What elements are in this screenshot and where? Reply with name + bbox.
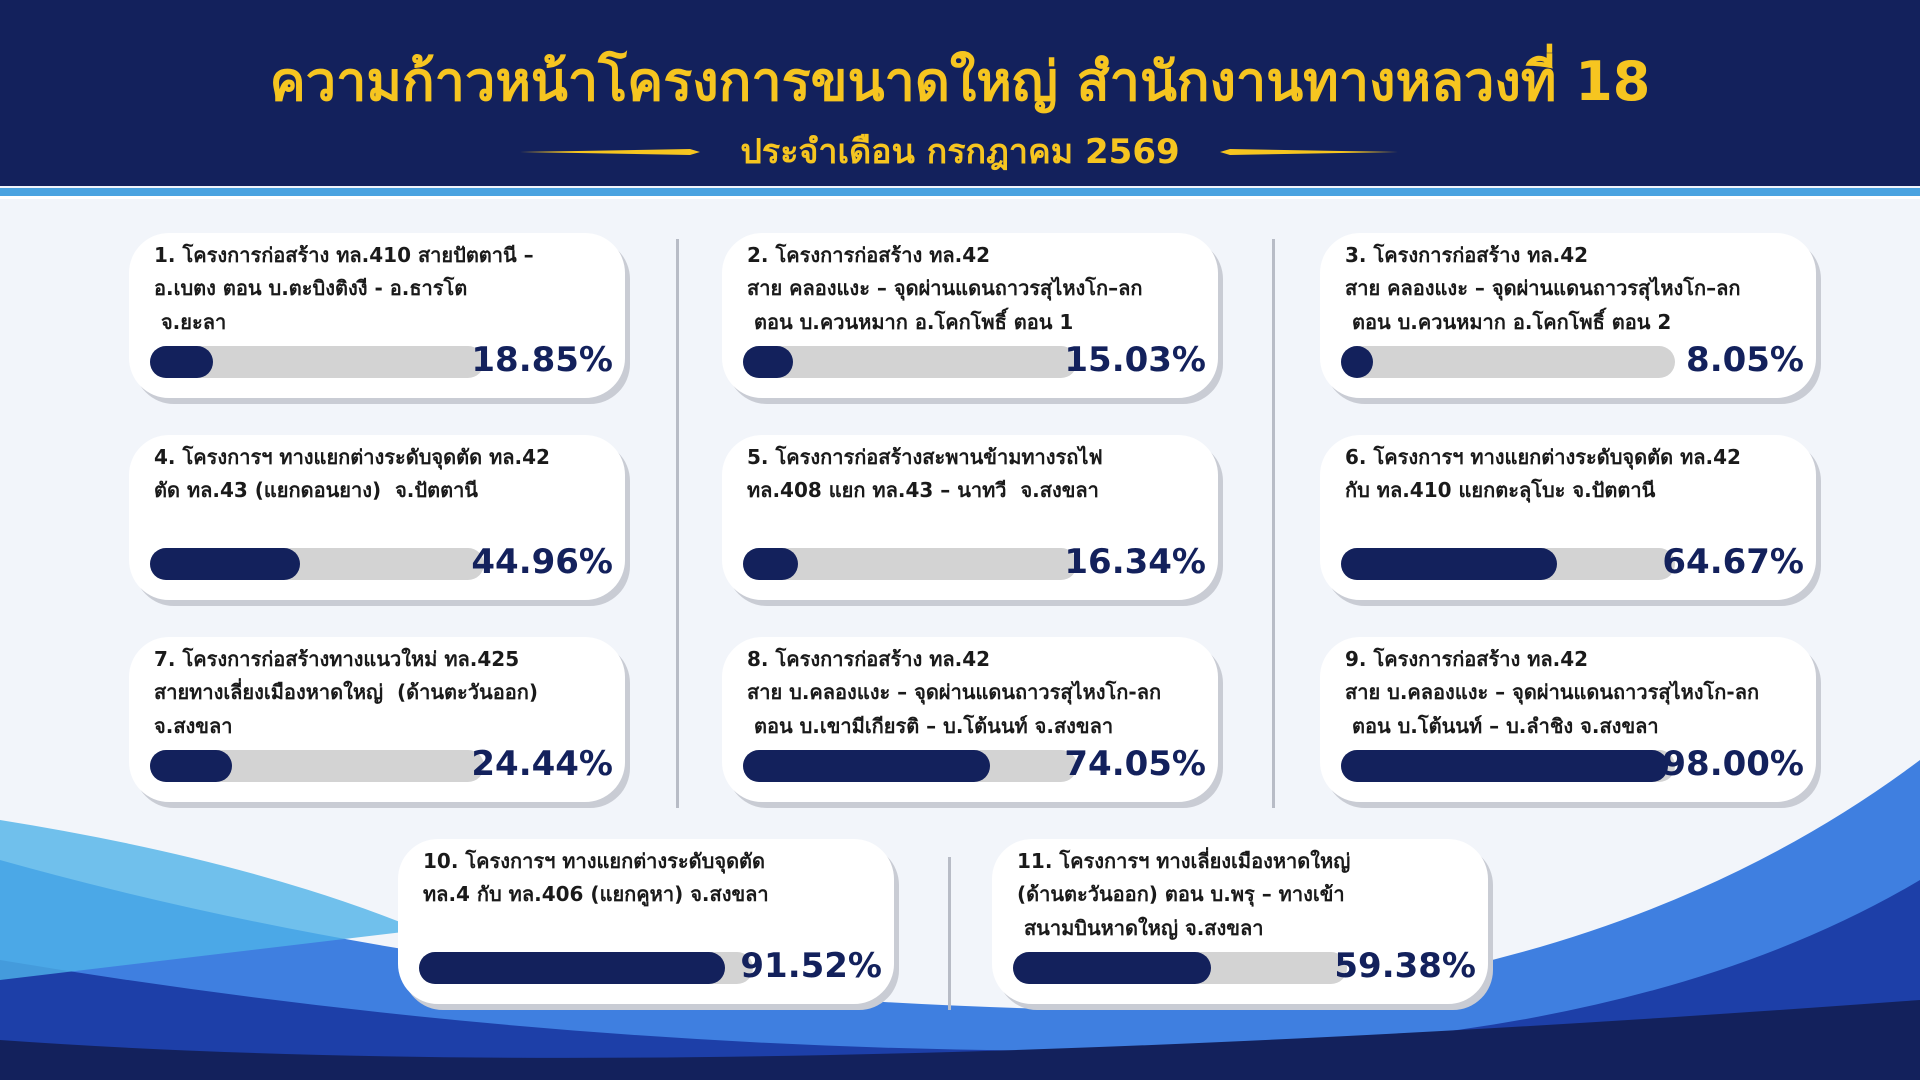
project-name: (ด้านตะวันออก) ตอน บ.พรุ – ทางเข้า [1017,882,1345,906]
progress-bar [1341,548,1557,580]
project-card: 11. โครงการฯ ทางเลี่ยงเมืองหาดใหญ่ (ด้านต… [992,839,1488,1004]
project-card: 10. โครงการฯ ทางแยกต่างระดับจุดตัดทล.4 ก… [398,839,894,1004]
header: ความก้าวหน้าโครงการขนาดใหญ่ สำนักงานทางห… [0,0,1920,186]
percent-label: 91.52% [740,946,882,986]
project-name: 1. โครงการก่อสร้าง ทล.410 สายปัตตานี – [154,243,534,267]
project-name: สนามบินหาดใหญ่ จ.สงขลา [1017,916,1264,940]
progress-bar [1013,952,1212,984]
divider [1272,239,1275,808]
project-name: อ.เบตง ตอน บ.ตะบิงติงงี - อ.ธารโต [154,276,468,300]
progress-track [150,346,484,378]
project-card: 9. โครงการก่อสร้าง ทล.42 สาย บ.คลองแงะ – … [1320,637,1816,802]
project-name: ตอน บ.ควนหมาก อ.โคกโพธิ์ ตอน 1 [747,310,1074,334]
divider [676,239,679,808]
project-name: 10. โครงการฯ ทางแยกต่างระดับจุดตัด [423,849,766,873]
project-name: 9. โครงการก่อสร้าง ทล.42 [1345,647,1589,671]
percent-label: 64.67% [1662,542,1804,582]
project-card: 8. โครงการก่อสร้าง ทล.42 สาย บ.คลองแงะ – … [722,637,1218,802]
percent-label: 44.96% [471,542,613,582]
ornament [1220,149,1400,155]
progress-track [743,750,1077,782]
progress-bar [743,346,794,378]
progress-bar [1341,346,1373,378]
project-name: 5. โครงการก่อสร้างสะพานข้ามทางรถไฟ [747,445,1103,469]
project-name: สาย คลองแงะ – จุดผ่านแดนถาวรสุไหงโก–ลก [747,276,1143,300]
progress-bar [419,952,725,984]
project-name: สาย คลองแงะ – จุดผ่านแดนถาวรสุไหงโก–ลก [1345,276,1741,300]
divider [948,857,951,1010]
percent-label: 8.05% [1686,340,1804,380]
project-name: กับ ทล.410 แยกตะลุโบะ จ.ปัตตานี [1345,478,1656,502]
title: ความก้าวหน้าโครงการขนาดใหญ่ สำนักงานทางห… [269,50,1651,113]
project-name: 3. โครงการก่อสร้าง ทล.42 [1345,243,1589,267]
project-name: จ.ยะลา [154,310,227,334]
stripe [0,188,1920,199]
progress-track [743,548,1077,580]
project-name: 6. โครงการฯ ทางแยกต่างระดับจุดตัด ทล.42 [1345,445,1741,469]
percent-label: 98.00% [1662,744,1804,784]
percent-label: 15.03% [1064,340,1206,380]
project-name: 7. โครงการก่อสร้างทางแนวใหม่ ทล.425 [154,647,520,671]
percent-label: 18.85% [471,340,613,380]
project-name: ตอน บ.ควนหมาก อ.โคกโพธิ์ ตอน 2 [1345,310,1672,334]
progress-track [743,346,1077,378]
wave [0,880,1920,1080]
project-card: 6. โครงการฯ ทางแยกต่างระดับจุดตัด ทล.42 ก… [1320,435,1816,600]
project-name: ทล.408 แยก ทล.43 – นาทวี จ.สงขลา [747,478,1099,502]
percent-label: 16.34% [1064,542,1206,582]
progress-bar [743,548,798,580]
stripe-bar [0,196,1920,199]
percent-label: 74.05% [1064,744,1206,784]
progress-track [1341,346,1675,378]
ornaments [520,149,1400,155]
project-name: จ.สงขลา [154,714,233,738]
progress-track [150,750,484,782]
progress-track [1013,952,1347,984]
project-name: 2. โครงการก่อสร้าง ทล.42 [747,243,991,267]
percent-label: 24.44% [471,744,613,784]
project-name: 8. โครงการก่อสร้าง ทล.42 [747,647,991,671]
project-name: ตัด ทล.43 (แยกดอนยาง) จ.ปัตตานี [154,478,478,502]
project-name: สาย บ.คลองแงะ – จุดผ่านแดนถาวรสุไหงโก-ลก [747,680,1162,704]
stripe-bar [0,188,1920,196]
project-name: ตอน บ.โต้นนท์ – บ.ลำชิง จ.สงขลา [1345,714,1659,738]
progress-bar [150,346,213,378]
subtitle: ประจำเดือน กรกฎาคม 2569 [740,132,1180,172]
project-name: 4. โครงการฯ ทางแยกต่างระดับจุดตัด ทล.42 [154,445,550,469]
wave [0,820,420,980]
progress-track [419,952,753,984]
project-name: ตอน บ.เขามีเกียรติ – บ.โต้นนท์ จ.สงขลา [747,714,1114,738]
project-name: สาย บ.คลองแงะ – จุดผ่านแดนถาวรสุไหงโก-ลก [1345,680,1760,704]
ornament [520,149,700,155]
project-name: สายทางเลี่ยงเมืองหาดใหญ่ (ด้านตะวันออก) [154,680,538,704]
wave [0,1000,1920,1080]
project-name: 11. โครงการฯ ทางเลี่ยงเมืองหาดใหญ่ [1017,849,1351,873]
progress-track [1341,750,1675,782]
progress-bar [150,750,232,782]
project-card: 2. โครงการก่อสร้าง ทล.42 สาย คลองแงะ – จุ… [722,233,1218,398]
project-card: 7. โครงการก่อสร้างทางแนวใหม่ ทล.425 สายทา… [129,637,625,802]
progress-bar [1341,750,1669,782]
project-name: ทล.4 กับ ทล.406 (แยกคูหา) จ.สงขลา [423,882,769,906]
progress-bar [743,750,991,782]
project-card: 4. โครงการฯ ทางแยกต่างระดับจุดตัด ทล.42 ต… [129,435,625,600]
percent-label: 59.38% [1334,946,1476,986]
progress-track [1341,548,1675,580]
progress-bar [150,548,301,580]
progress-track [150,548,484,580]
project-card: 3. โครงการก่อสร้าง ทล.42 สาย คลองแงะ – จุ… [1320,233,1816,398]
project-card: 1. โครงการก่อสร้าง ทล.410 สายปัตตานี – อ.… [129,233,625,398]
project-card: 5. โครงการก่อสร้างสะพานข้ามทางรถไฟทล.408… [722,435,1218,600]
